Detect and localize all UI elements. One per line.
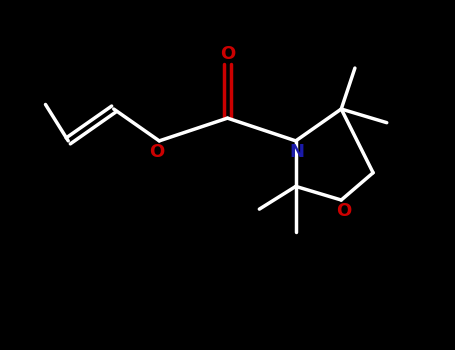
Text: O: O [220,44,235,63]
Text: N: N [289,143,304,161]
Text: O: O [336,202,351,220]
Text: O: O [149,143,165,161]
